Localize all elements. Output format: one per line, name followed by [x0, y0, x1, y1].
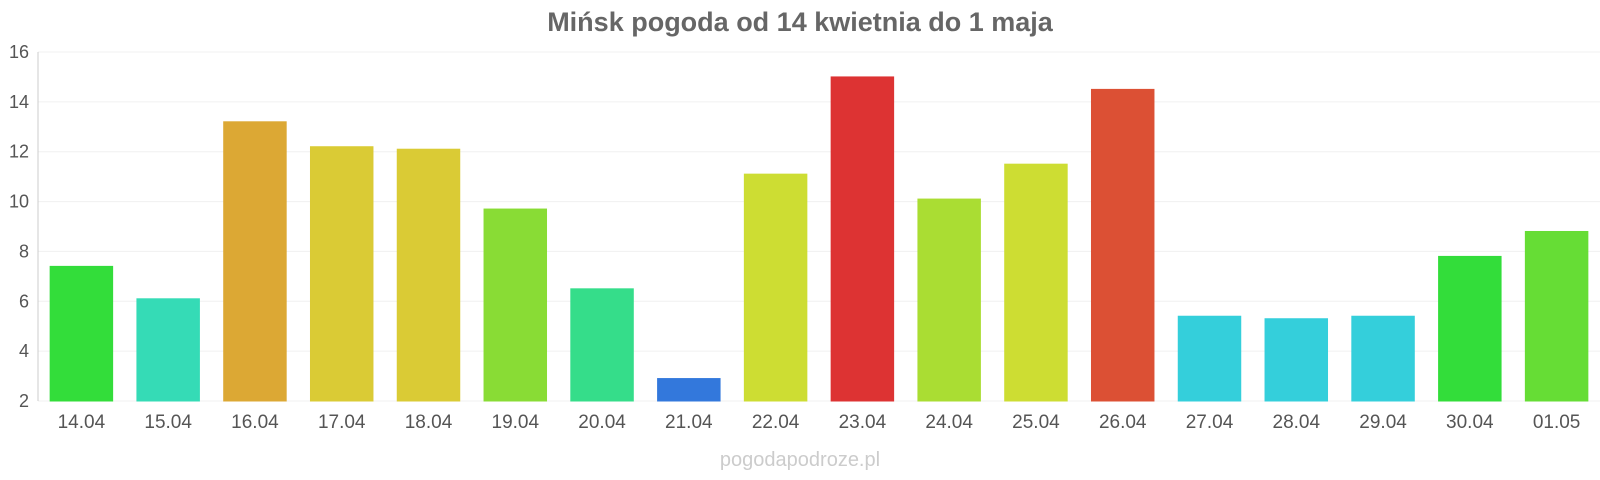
bar-01.05 — [1524, 230, 1589, 402]
x-axis-tick-labels: 14.04 15.04 16.04 17.04 18.04 19.04 20.04 21.04… — [58, 412, 1581, 433]
y-tick-label: 10 — [9, 192, 29, 212]
x-tick-label: 14.04 — [58, 412, 106, 433]
bar-27.04 — [1177, 315, 1242, 402]
bar-23.04 — [830, 76, 895, 402]
y-tick-label: 12 — [9, 142, 29, 162]
x-tick-label: 23.04 — [839, 412, 887, 433]
x-tick-label: 25.04 — [1012, 412, 1060, 433]
x-tick-label: 17.04 — [318, 412, 366, 433]
bar-30.04 — [1438, 255, 1502, 402]
x-tick-label: 27.04 — [1186, 412, 1234, 433]
chart-title: Mińsk pogoda od 14 kwietnia do 1 maja — [547, 7, 1053, 37]
y-tick-label: 8 — [19, 241, 29, 261]
x-tick-label: 21.04 — [665, 412, 713, 433]
x-tick-label: 15.04 — [144, 412, 192, 433]
x-tick-label: 22.04 — [752, 412, 800, 433]
y-tick-label: 16 — [9, 42, 29, 62]
y-axis-tick-labels: 2 4 6 8 10 12 14 16 — [9, 42, 29, 411]
bars — [49, 76, 1589, 402]
y-tick-label: 2 — [19, 391, 29, 411]
y-tick-label: 14 — [9, 92, 29, 112]
y-tick-label: 4 — [19, 341, 29, 361]
bar-16.04 — [223, 121, 287, 402]
x-tick-label: 16.04 — [231, 412, 279, 433]
bar-28.04 — [1264, 318, 1329, 402]
bar-15.04 — [136, 298, 200, 402]
x-tick-label: 24.04 — [925, 412, 973, 433]
x-tick-label: 19.04 — [492, 412, 540, 433]
x-tick-label: 01.05 — [1533, 412, 1581, 433]
x-tick-label: 28.04 — [1273, 412, 1321, 433]
x-tick-label: 30.04 — [1446, 412, 1494, 433]
y-tick-label: 6 — [19, 291, 29, 311]
bar-18.04 — [396, 148, 461, 402]
bar-21.04 — [657, 378, 721, 402]
bar-22.04 — [743, 173, 808, 402]
x-tick-label: 29.04 — [1359, 412, 1407, 433]
gridlines — [38, 51, 1600, 402]
bar-24.04 — [917, 198, 981, 402]
watermark: pogodapodroze.pl — [719, 449, 881, 471]
x-tick-label: 26.04 — [1099, 412, 1147, 433]
bar-20.04 — [570, 288, 634, 402]
bar-26.04 — [1090, 88, 1155, 402]
bar-29.04 — [1351, 315, 1415, 402]
x-tick-label: 20.04 — [578, 412, 626, 433]
bar-14.04 — [49, 265, 114, 402]
x-tick-label: 18.04 — [405, 412, 453, 433]
bar-17.04 — [309, 146, 374, 402]
bar-19.04 — [483, 208, 548, 402]
bar-25.04 — [1004, 163, 1068, 402]
